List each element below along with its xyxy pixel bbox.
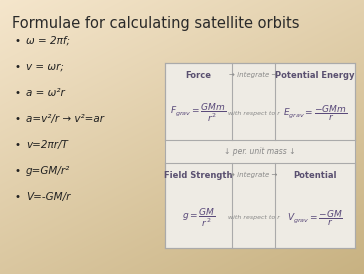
- Text: V=-GM/r: V=-GM/r: [26, 192, 70, 202]
- Text: a=v²/r → v²=ar: a=v²/r → v²=ar: [26, 114, 104, 124]
- Text: ↓ per. unit mass ↓: ↓ per. unit mass ↓: [224, 147, 296, 156]
- Text: with respect to r: with respect to r: [228, 110, 280, 116]
- Text: •: •: [14, 88, 20, 98]
- Text: v = ωr;: v = ωr;: [26, 62, 64, 72]
- Text: → integrate →: → integrate →: [229, 172, 278, 178]
- Text: •: •: [14, 36, 20, 46]
- Text: Potential: Potential: [293, 170, 337, 179]
- Text: •: •: [14, 114, 20, 124]
- Text: Potential Energy: Potential Energy: [275, 70, 355, 79]
- Text: Force: Force: [186, 70, 211, 79]
- Text: Formulae for calculating satellite orbits: Formulae for calculating satellite orbit…: [12, 16, 300, 31]
- Text: → integrate →: → integrate →: [229, 72, 278, 78]
- Bar: [165, 63, 355, 248]
- Text: $g=\dfrac{GM}{r^2}$: $g=\dfrac{GM}{r^2}$: [182, 207, 215, 229]
- Text: a = ω²r: a = ω²r: [26, 88, 65, 98]
- Text: •: •: [14, 192, 20, 202]
- Text: $F_{grav}=\dfrac{GMm}{r^2}$: $F_{grav}=\dfrac{GMm}{r^2}$: [170, 102, 226, 124]
- Text: v=2πr/T: v=2πr/T: [26, 140, 68, 150]
- Text: with respect to r: with respect to r: [228, 215, 280, 221]
- Text: $E_{grav}=\dfrac{-GMm}{r}$: $E_{grav}=\dfrac{-GMm}{r}$: [283, 103, 347, 123]
- Text: g=GM/r²: g=GM/r²: [26, 166, 70, 176]
- Text: $V_{grav}=\dfrac{-GM}{r}$: $V_{grav}=\dfrac{-GM}{r}$: [287, 208, 343, 228]
- Text: Field Strength: Field Strength: [164, 170, 233, 179]
- Text: •: •: [14, 62, 20, 72]
- Text: •: •: [14, 166, 20, 176]
- Text: ω = 2πf;: ω = 2πf;: [26, 36, 70, 46]
- Text: •: •: [14, 140, 20, 150]
